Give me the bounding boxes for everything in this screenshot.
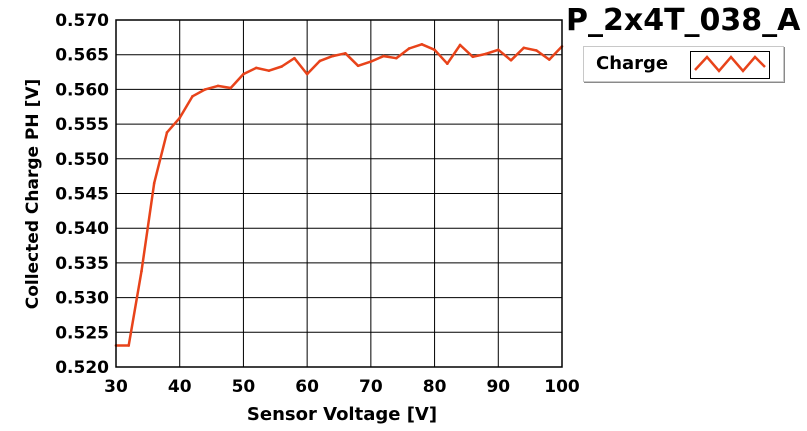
data-point (382, 54, 385, 58)
x-axis-title: Sensor Voltage [V] (247, 404, 437, 425)
y-tick-label: 0.555 (55, 115, 109, 135)
x-tick-label: 30 (104, 377, 128, 397)
data-point (484, 52, 487, 56)
legend: Charge (583, 46, 784, 82)
y-tick-label: 0.560 (55, 80, 109, 100)
data-point (369, 60, 373, 63)
legend-line-charge (694, 55, 766, 73)
x-tick-label: 60 (295, 377, 319, 397)
x-tick-label: 40 (168, 377, 192, 397)
chart-title: P_2x4T_038_A (566, 3, 801, 38)
x-tick-labels: 30 40 50 60 70 80 90 100 (104, 377, 580, 397)
data-point (280, 65, 283, 68)
y-axis-title: Collected Charge PH [V] (23, 79, 43, 310)
y-tick-label: 0.545 (55, 185, 109, 205)
y-tick-label: 0.525 (55, 323, 109, 343)
data-point (407, 47, 411, 50)
x-tick-label: 50 (232, 377, 256, 397)
data-point (509, 58, 513, 62)
y-tick-label: 0.535 (55, 254, 109, 274)
y-tick-label: 0.570 (55, 11, 109, 31)
data-point (547, 58, 551, 61)
data-point (229, 86, 232, 90)
x-tick-label: 80 (423, 377, 447, 397)
data-point (420, 42, 424, 46)
plot-frame (115, 19, 563, 368)
data-point (203, 88, 207, 91)
x-tick-label: 100 (544, 377, 580, 397)
data-point (152, 181, 156, 185)
data-point (471, 55, 475, 59)
y-tick-label: 0.530 (55, 289, 109, 309)
x-tick-label: 70 (359, 377, 383, 397)
data-point (535, 49, 538, 52)
y-tick-label: 0.520 (55, 358, 109, 378)
data-point (191, 95, 194, 98)
legend-swatch-charge (690, 51, 770, 79)
series-line-charge (116, 43, 563, 347)
data-point (318, 59, 322, 63)
data-point (458, 43, 462, 47)
data-point (395, 56, 398, 60)
data-point (165, 131, 169, 134)
data-point (178, 116, 182, 120)
data-point (496, 48, 500, 52)
data-point (242, 72, 245, 76)
legend-label-charge: Charge (596, 53, 669, 74)
data-point (254, 66, 258, 70)
data-point (522, 46, 526, 50)
data-point (433, 48, 436, 52)
y-tick-label: 0.540 (55, 219, 109, 239)
y-tick-labels: 0.520 0.525 0.530 0.535 0.540 0.545 0.550 0.555… (55, 11, 109, 378)
data-point (331, 54, 334, 58)
data-point (446, 62, 449, 66)
data-point (140, 269, 143, 273)
data-point (305, 72, 309, 76)
data-point (293, 56, 296, 60)
data-point (127, 344, 131, 347)
data-point (267, 69, 271, 72)
data-point (344, 52, 347, 55)
y-tick-label: 0.550 (55, 150, 109, 170)
y-tick-label: 0.565 (55, 46, 109, 66)
data-point (216, 84, 220, 88)
data-point (356, 64, 360, 68)
x-tick-label: 90 (486, 377, 510, 397)
